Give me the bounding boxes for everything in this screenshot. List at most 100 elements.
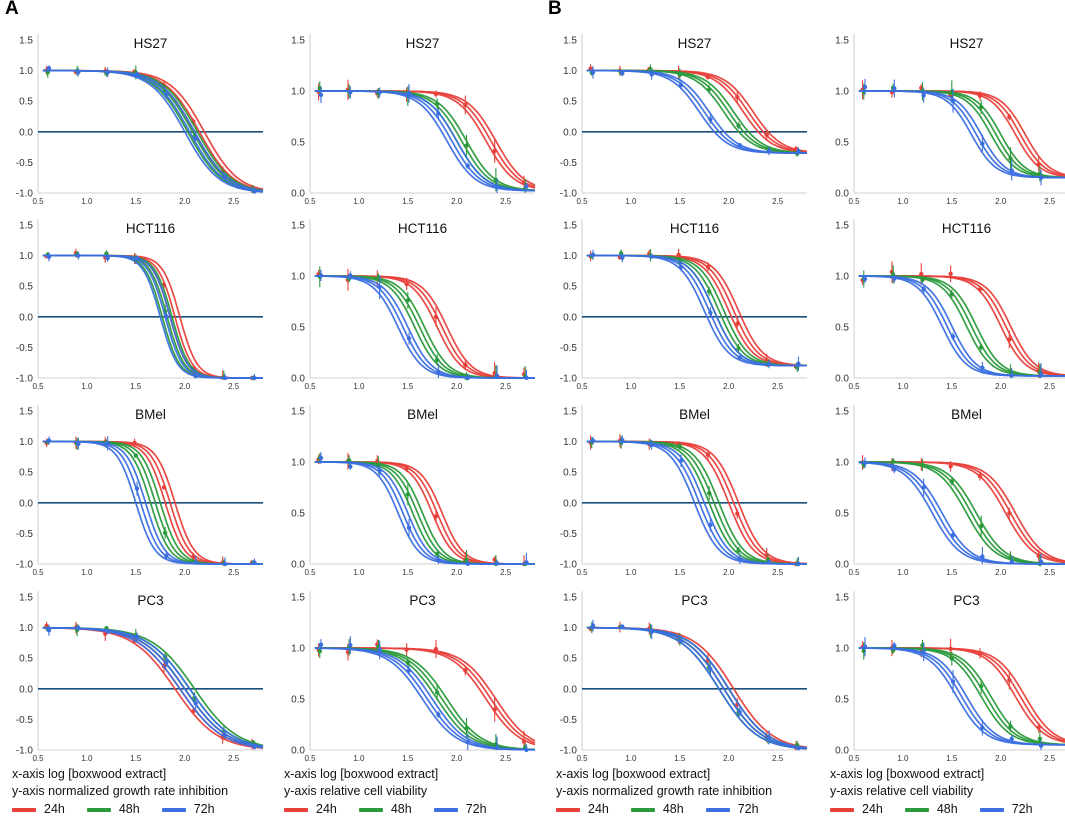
x-tick-label: 2.5 (772, 382, 784, 391)
x-tick-label: 2.0 (723, 754, 735, 763)
series-curve-72h-rep2 (314, 90, 536, 192)
data-point-24h (735, 321, 740, 326)
data-point-72h (649, 629, 654, 635)
data-point-72h (193, 560, 198, 565)
data-point-48h (1008, 156, 1013, 161)
data-point-72h (620, 71, 625, 76)
x-tick-label: 2.0 (451, 197, 463, 206)
data-point-72h (252, 560, 257, 565)
data-point-48h (677, 444, 683, 449)
x-tick-label: 1.5 (946, 382, 958, 391)
series-curve-24h-rep3 (586, 626, 808, 749)
data-point-72h (862, 84, 868, 90)
y-tick-label: -0.5 (16, 158, 34, 169)
data-point-72h (436, 558, 441, 563)
data-point-24h (977, 287, 983, 292)
y-tick-label: 1.5 (19, 407, 33, 418)
x-tick-label: 1.0 (353, 382, 365, 391)
x-tick-label: 1.0 (353, 568, 365, 577)
data-point-72h (105, 255, 110, 261)
data-point-72h (134, 255, 140, 261)
data-point-72h (377, 468, 382, 473)
y-tick-label: 0.5 (563, 654, 577, 665)
data-point-24h (919, 271, 924, 277)
x-tick-label: 1.5 (130, 754, 142, 763)
x-tick-label: 1.5 (946, 754, 958, 763)
legend-ylabel: y-axis relative cell viability (284, 784, 428, 798)
data-point-72h (377, 90, 382, 95)
data-point-72h (348, 90, 353, 95)
data-point-72h (1038, 175, 1044, 180)
data-point-24h (764, 132, 769, 138)
y-tick-label: 1.0 (835, 644, 849, 655)
legend-entry-72h: 72h (979, 801, 1033, 818)
data-point-72h (678, 264, 684, 270)
data-point-48h (736, 548, 741, 553)
y-tick-label: 0.0 (291, 374, 305, 385)
legend-swatch-48h (904, 807, 929, 812)
data-point-72h (524, 747, 529, 753)
data-point-48h (1008, 724, 1013, 729)
data-point-48h (949, 656, 955, 661)
data-point-72h (737, 143, 742, 148)
y-tick-label: 1.0 (19, 623, 33, 634)
y-tick-label: 0.5 (19, 654, 33, 665)
y-tick-label: 0.0 (19, 312, 33, 323)
x-tick-label: 0.5 (304, 197, 316, 206)
data-point-72h (590, 252, 596, 258)
series-curve-72h-rep3 (42, 626, 264, 748)
data-point-24h (161, 485, 167, 490)
y-tick-label: -0.5 (560, 715, 578, 726)
legend-swatch-48h (630, 807, 655, 812)
data-point-72h (76, 441, 81, 446)
series-curve-24h-rep2 (586, 69, 808, 153)
x-tick-label: 0.5 (304, 754, 316, 763)
series-curve-48h-rep3 (586, 626, 808, 749)
legend-swatch-72h (433, 807, 458, 812)
legend-xlabel: x-axis log [boxwood extract] (830, 767, 985, 781)
data-point-48h (434, 101, 440, 107)
data-point-72h (862, 276, 868, 282)
x-tick-label: 0.5 (848, 382, 860, 391)
data-point-24h (977, 93, 983, 99)
y-tick-label: 0.0 (19, 498, 33, 509)
legend-swatch-72h (705, 807, 730, 812)
data-point-72h (980, 554, 985, 559)
subplot-title: BMel (407, 407, 438, 422)
data-point-48h (162, 530, 168, 536)
legend-text-24h: 24h (588, 802, 609, 816)
data-point-72h (590, 70, 596, 75)
data-point-72h (766, 148, 772, 154)
series-curve-72h-rep3 (858, 90, 1065, 179)
x-tick-label: 2.0 (451, 568, 463, 577)
y-tick-label: 0.0 (835, 560, 849, 571)
x-tick-label: 1.5 (674, 754, 686, 763)
legend-swatch-48h (86, 807, 111, 812)
x-tick-label: 0.5 (304, 568, 316, 577)
x-tick-label: 1.5 (674, 382, 686, 391)
y-tick-label: 0.5 (835, 323, 849, 334)
data-point-24h (433, 314, 439, 320)
x-tick-label: 1.0 (81, 197, 93, 206)
data-point-72h (892, 86, 897, 91)
legend-xlabel: x-axis log [boxwood extract] (12, 767, 167, 781)
series-curve-24h-rep2 (314, 461, 535, 565)
series-curve-72h-rep1 (858, 90, 1065, 179)
data-point-48h (978, 684, 984, 689)
y-tick-label: -1.0 (560, 560, 578, 571)
x-tick-label: 2.5 (228, 197, 240, 206)
data-point-24h (404, 281, 409, 287)
series-curve-72h-rep2 (314, 461, 535, 565)
data-point-72h (436, 111, 441, 116)
series-curve-24h-rep1 (314, 90, 536, 189)
legend-ylabel: y-axis normalized growth rate inhibition (556, 784, 773, 798)
series-curve-24h-rep3 (858, 90, 1065, 176)
data-point-48h (434, 357, 440, 363)
data-point-72h (193, 701, 198, 706)
x-tick-label: 2.0 (179, 197, 191, 206)
legend-entry-48h: 48h (358, 801, 412, 818)
